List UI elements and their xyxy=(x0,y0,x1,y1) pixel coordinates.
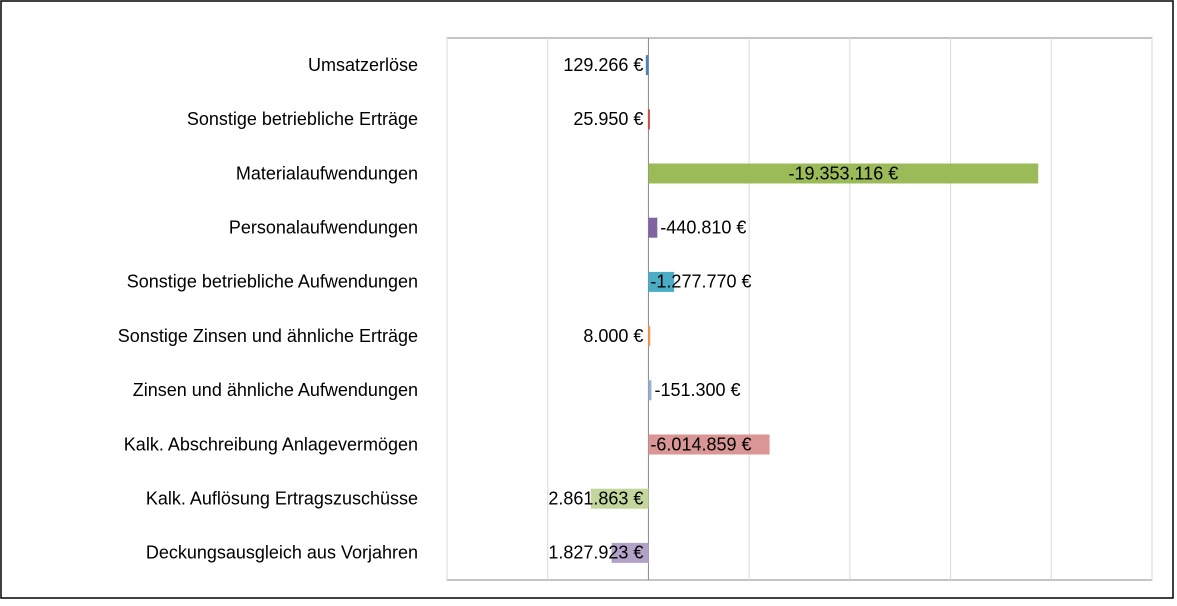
bar xyxy=(648,380,652,401)
y-tick-label: Zinsen und ähnliche Aufwendungen xyxy=(133,380,418,400)
bar xyxy=(645,55,649,76)
y-tick-label: Sonstige betriebliche Aufwendungen xyxy=(127,272,418,292)
bar xyxy=(648,326,651,347)
y-tick-label: Sonstige betriebliche Erträge xyxy=(187,109,418,129)
bar xyxy=(647,109,650,130)
data-label: 8.000 € xyxy=(583,326,643,346)
bar xyxy=(648,163,1039,184)
data-label: 1.827.923 € xyxy=(548,543,643,563)
y-tick-label: Kalk. Auflösung Ertragszuschüsse xyxy=(146,488,418,508)
data-label: -6.014.859 € xyxy=(650,434,751,454)
bar xyxy=(590,488,649,509)
y-tick-label: Materialaufwendungen xyxy=(236,163,418,183)
bar xyxy=(648,271,675,292)
data-label: -19.353.116 € xyxy=(788,163,898,183)
data-label: 129.266 € xyxy=(563,55,643,75)
y-tick-label: Deckungsausgleich aus Vorjahren xyxy=(146,543,418,563)
y-tick-label: Personalaufwendungen xyxy=(229,217,418,237)
bar xyxy=(648,434,770,455)
y-tick-label: Sonstige Zinsen und ähnliche Erträge xyxy=(118,326,418,346)
data-label: 25.950 € xyxy=(573,109,643,129)
y-tick-label: Umsatzerlöse xyxy=(308,55,418,75)
y-tick-label: Kalk. Abschreibung Anlagevermögen xyxy=(124,434,418,454)
data-label: -1.277.770 € xyxy=(650,272,751,292)
data-label: -151.300 € xyxy=(654,380,740,400)
data-label: 2.861.863 € xyxy=(548,488,643,508)
data-label: -440.810 € xyxy=(660,217,746,237)
bar xyxy=(648,217,658,238)
bar xyxy=(611,542,649,563)
